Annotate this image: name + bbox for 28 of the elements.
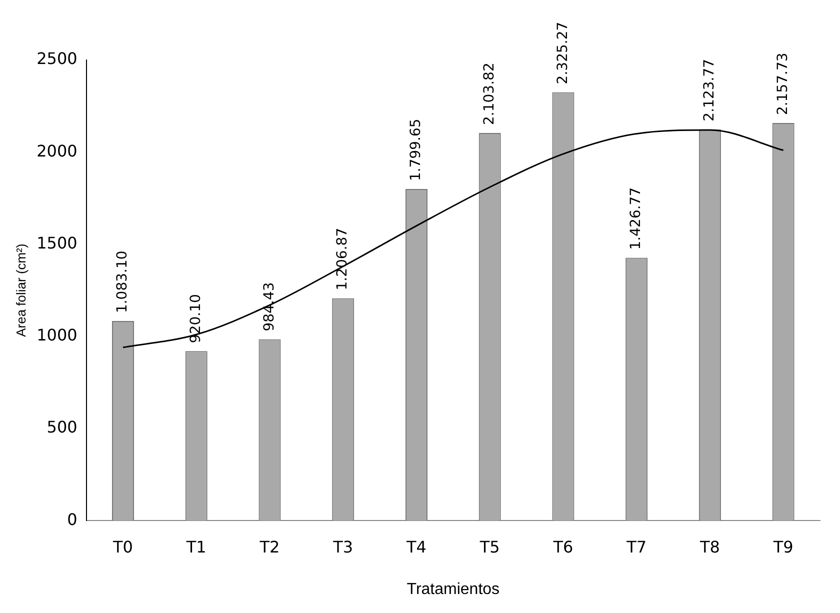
y-axis-title: Area foliar (cm²) bbox=[13, 244, 28, 337]
y-tick-label: 2000 bbox=[36, 141, 78, 160]
data-label: 2.103.82 bbox=[481, 62, 498, 125]
y-tick-label: 500 bbox=[46, 418, 78, 437]
x-tick-label: T3 bbox=[332, 537, 354, 556]
x-tick-label: T9 bbox=[772, 537, 794, 556]
x-tick-label: T2 bbox=[258, 537, 280, 556]
data-label: 2.157.73 bbox=[774, 52, 791, 116]
data-label: 1.799.65 bbox=[408, 118, 424, 182]
x-axis-title: Tratamientos bbox=[406, 580, 500, 598]
x-tick-label: T7 bbox=[626, 537, 647, 556]
data-label: 2.123.77 bbox=[702, 58, 718, 122]
data-label: 1.206.87 bbox=[334, 228, 351, 290]
data-label: 984.43 bbox=[261, 282, 278, 332]
y-tick-label: 2500 bbox=[36, 49, 78, 68]
y-tick-label: 1500 bbox=[36, 233, 78, 252]
x-tick-label: T1 bbox=[185, 537, 206, 556]
x-tick-label: T0 bbox=[112, 537, 133, 556]
y-tick-label: 1000 bbox=[36, 326, 78, 345]
data-label: 920.10 bbox=[188, 294, 204, 344]
x-tick-label: T8 bbox=[698, 537, 720, 556]
y-tick-label: 0 bbox=[67, 510, 78, 529]
data-label: 2.325.27 bbox=[554, 22, 571, 84]
data-label: 1.426.77 bbox=[628, 187, 644, 250]
x-tick-label: T4 bbox=[406, 537, 426, 556]
x-tick-label: T5 bbox=[478, 537, 500, 556]
x-tick-label: T6 bbox=[552, 537, 574, 556]
data-label: 1.083.10 bbox=[114, 250, 131, 314]
